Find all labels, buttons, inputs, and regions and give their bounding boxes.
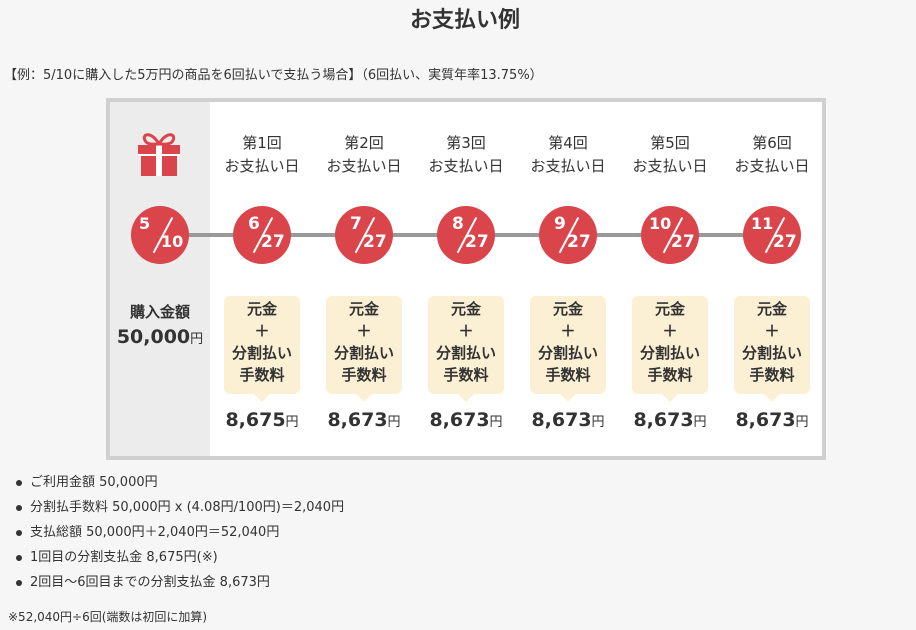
payment-day-label: お支払い日 (428, 157, 504, 175)
payment-amount: 8,673円 (429, 409, 503, 431)
payment-date-circle: 11 27 (743, 206, 801, 264)
payment-breakdown-box: 元金＋分割払い 手数料 (734, 296, 810, 402)
payment-breakdown-box: 元金＋分割払い 手数料 (428, 296, 504, 402)
payment-day-label: お支払い日 (326, 157, 402, 175)
list-item: 1回目の分割支払金 8,675円(※) (14, 545, 344, 570)
payment-number: 第3回 (446, 134, 486, 152)
payment-number: 第6回 (752, 134, 792, 152)
payment-schedule-panel: 5 10 購入金額 50,000円 第1回お支払い日 6 27 元金＋分割払い 手数… (106, 98, 826, 460)
calculation-notes: ご利用金額 50,000円 分割払手数料 50,000円 x (4.08円/10… (14, 470, 344, 595)
payment-day-label: お支払い日 (224, 157, 300, 175)
purchase-amount-value: 50,000 (116, 326, 191, 348)
payment-date-circle: 9 27 (539, 206, 597, 264)
payment-number: 第5回 (650, 134, 690, 152)
payment-amount: 8,673円 (633, 409, 707, 431)
example-caption: 【例：5/10に購入した5万円の商品を6回払いで支払う場合】（6回払い、実質年率… (4, 68, 543, 83)
payment-date-circle: 8 27 (437, 206, 495, 264)
payment-amount: 8,673円 (531, 409, 605, 431)
list-item: 分割払手数料 50,000円 x (4.08円/100円)＝2,040円 (14, 495, 344, 520)
list-item: ご利用金額 50,000円 (14, 470, 344, 495)
payment-number: 第4回 (548, 134, 588, 152)
gift-icon (138, 133, 180, 176)
payment-day-label: お支払い日 (734, 157, 810, 175)
payment-number: 第1回 (242, 134, 282, 152)
payment-date-circle: 6 27 (233, 206, 291, 264)
purchase-date-circle: 5 10 (131, 206, 189, 264)
payment-breakdown-box: 元金＋分割払い 手数料 (632, 296, 708, 402)
yen-unit: 円 (190, 332, 204, 347)
purchase-amount-label: 購入金額 (129, 303, 190, 321)
payment-date-circle: 7 27 (335, 206, 393, 264)
payment-amount: 8,673円 (327, 409, 401, 431)
payment-date-circle: 10 27 (641, 206, 699, 264)
list-item: 2回目～6回目までの分割支払金 8,673円 (14, 570, 344, 595)
payment-amount: 8,673円 (735, 409, 809, 431)
footnote: ※52,040円÷6回(端数は初回に加算) (8, 610, 208, 624)
payment-day-label: お支払い日 (632, 157, 708, 175)
payment-day-label: お支払い日 (530, 157, 606, 175)
page-title: お支払い例 (409, 8, 520, 33)
payment-amount: 8,675円 (225, 409, 299, 431)
payment-breakdown-box: 元金＋分割払い 手数料 (326, 296, 402, 402)
payment-breakdown-box: 元金＋分割払い 手数料 (530, 296, 606, 402)
purchase-amount: 購入金額 50,000円 (110, 300, 210, 353)
payment-number: 第2回 (344, 134, 384, 152)
list-item: 支払総額 50,000円＋2,040円＝52,040円 (14, 520, 344, 545)
payment-breakdown-box: 元金＋分割払い 手数料 (224, 296, 300, 402)
purchase-date-day: 10 (161, 232, 184, 251)
purchase-date-month: 5 (139, 214, 151, 233)
